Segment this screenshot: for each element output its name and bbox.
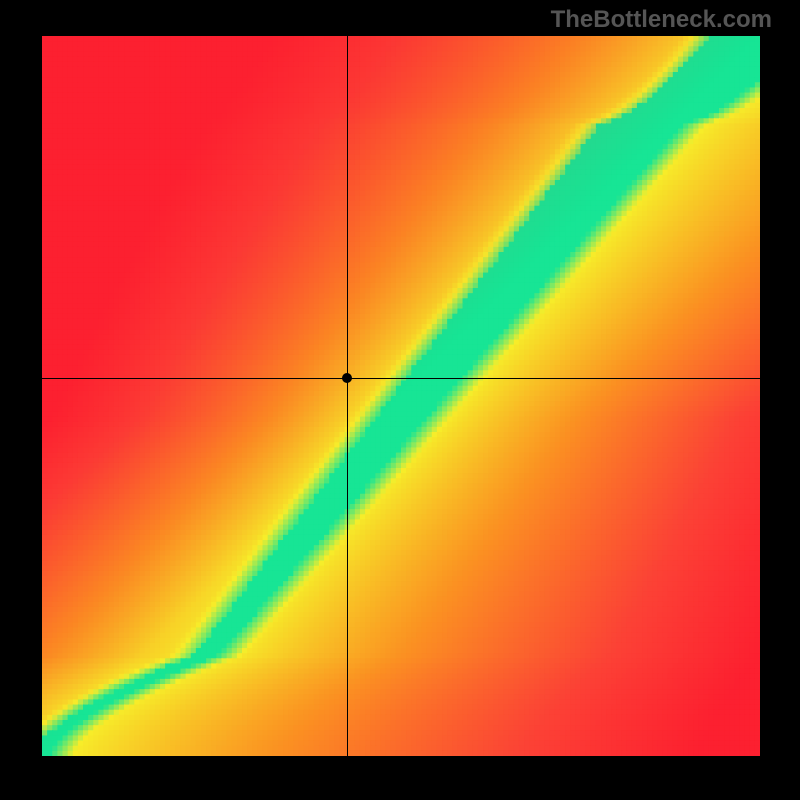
bottleneck-heatmap: [42, 36, 760, 756]
watermark-text: TheBottleneck.com: [551, 6, 772, 34]
crosshair-horizontal: [42, 378, 760, 379]
crosshair-vertical: [347, 36, 348, 756]
